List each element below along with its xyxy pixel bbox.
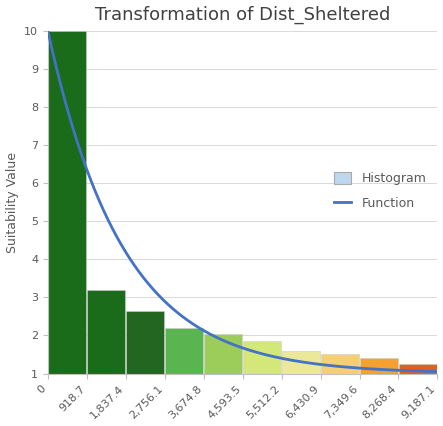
Bar [243, 341, 281, 374]
Bar [165, 328, 203, 374]
Bar [87, 290, 125, 374]
Bar [321, 354, 359, 374]
Legend: Histogram, Function: Histogram, Function [329, 167, 431, 215]
Title: Transformation of Dist_Sheltered: Transformation of Dist_Sheltered [95, 6, 390, 24]
Bar [126, 311, 164, 374]
Y-axis label: Suitability Value: Suitability Value [6, 152, 19, 253]
Bar [282, 351, 320, 374]
Bar [48, 31, 86, 374]
Bar [399, 364, 437, 374]
Bar [360, 358, 398, 374]
Bar [204, 334, 242, 374]
